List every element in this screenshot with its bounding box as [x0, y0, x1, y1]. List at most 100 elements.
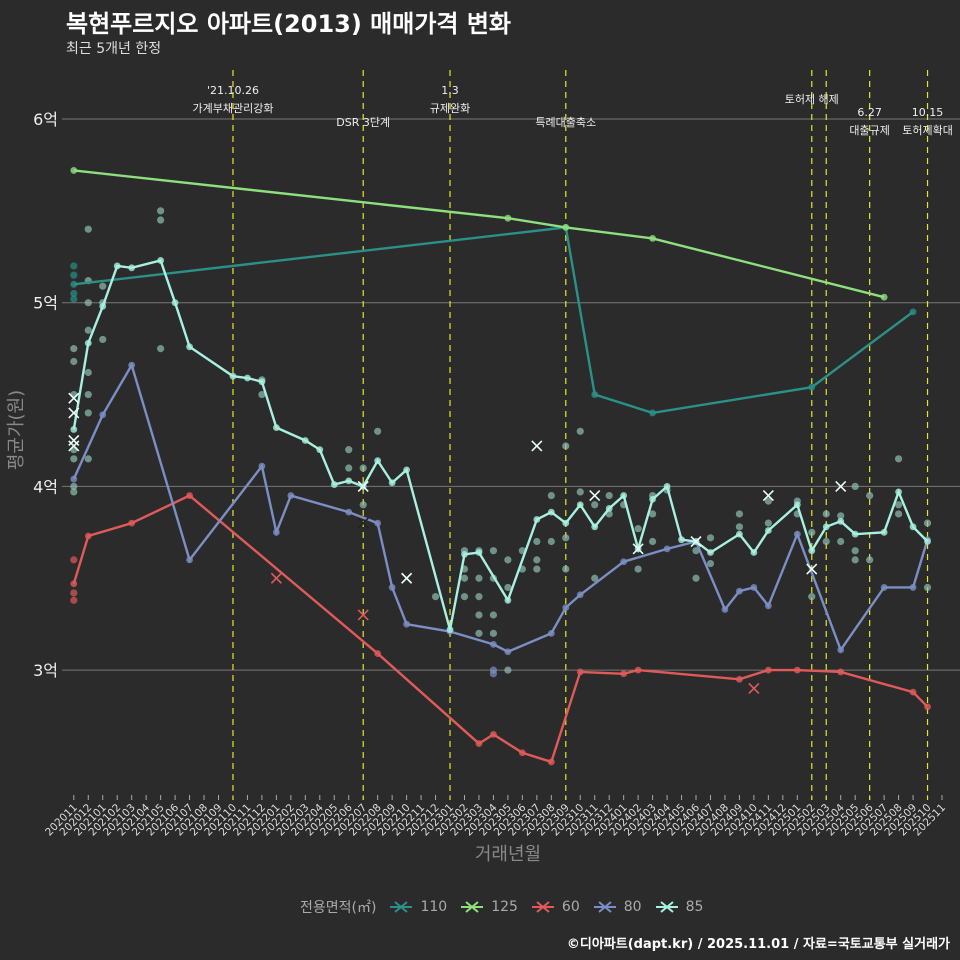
series-point-60: [736, 675, 743, 683]
cancelled-marker-x-icon: [531, 440, 543, 452]
cancelled-marker-x-icon: [68, 407, 80, 419]
chart-title: 복현푸르지오 아파트(2013) 매매가격 변화: [66, 10, 511, 38]
series-point-125: [70, 167, 78, 174]
series-point-60: [374, 650, 382, 657]
series-point-80: [504, 648, 512, 656]
event-label: 1.3: [441, 84, 459, 97]
transaction-point: [894, 510, 903, 518]
series-point-85: [301, 437, 309, 444]
legend-item-125: 125: [459, 899, 518, 915]
event-label: '21.10.26: [207, 84, 259, 97]
y-tick-label: 4억: [33, 477, 58, 496]
transaction-point: [489, 629, 498, 637]
transaction-point: [894, 501, 903, 509]
transaction-point: [84, 368, 92, 377]
cancelled-marker-x-icon: [401, 572, 413, 584]
series-point-110: [909, 308, 917, 316]
series-point-60: [490, 730, 497, 738]
series-point-85: [605, 505, 613, 512]
legend-item-110: 110: [388, 899, 447, 915]
series-point-85: [504, 596, 512, 604]
transaction-point: [591, 501, 599, 509]
series-point-80: [128, 361, 136, 369]
transaction-point: [692, 547, 700, 555]
series-line-110: [73, 226, 914, 415]
cancelled-marker-x-icon: [748, 682, 760, 695]
series-point-85: [229, 372, 237, 380]
series-point-125: [880, 293, 888, 301]
transaction-point: [489, 547, 498, 555]
source-credit: ©디아파트(dapt.kr) / 2025.11.01 / 자료=국토교통부 실…: [566, 937, 950, 952]
transaction-point: [649, 510, 657, 518]
series-point-80: [576, 591, 584, 599]
series-point-110: [591, 391, 599, 398]
series-point-80: [186, 556, 193, 564]
cancelled-marker-x-icon: [589, 490, 601, 502]
transaction-point: [533, 565, 541, 573]
cancelled-marker-x-icon: [357, 609, 369, 621]
transaction-point: [475, 629, 483, 637]
series-point-85: [649, 495, 656, 503]
transaction-point: [605, 491, 613, 500]
chart-subtitle: 최근 5개년 한정: [66, 41, 162, 57]
event-label: 규제완화: [430, 102, 470, 115]
series-point-60: [620, 670, 628, 678]
cancelled-marker-x-icon: [68, 440, 80, 452]
transaction-point: [808, 593, 816, 601]
series-point-85: [880, 528, 888, 536]
cancelled-marker-x-icon: [68, 434, 80, 447]
transaction-point: [706, 559, 715, 568]
transaction-point: [851, 556, 859, 564]
transaction-point: [84, 299, 92, 307]
series-point-80: [388, 584, 396, 591]
legend-key-icon: [461, 901, 484, 913]
transaction-point: [692, 574, 700, 582]
transaction-point: [576, 488, 584, 496]
series-point-85: [272, 424, 280, 432]
transaction-point: [562, 442, 570, 450]
series-point-80: [764, 602, 772, 610]
series-point-85: [171, 299, 179, 307]
series-point-85: [475, 549, 483, 556]
series-point-110: [808, 383, 816, 391]
series-point-80: [793, 530, 801, 538]
transaction-point: [258, 390, 266, 399]
transaction-point: [475, 574, 483, 582]
series-point-80: [345, 508, 353, 516]
series-point-85: [258, 378, 266, 386]
transaction-point: [533, 556, 541, 564]
event-label: 가계부채관리강화: [192, 102, 273, 115]
series-line-85: [72, 259, 929, 631]
transaction-point: [475, 611, 483, 619]
event-label: 6.27: [857, 106, 882, 119]
series-point-125: [562, 223, 570, 231]
transaction-point: [374, 427, 382, 435]
transaction-point: [837, 537, 845, 546]
event-label: DSR 3단계: [336, 116, 390, 129]
series-line-125: [73, 169, 885, 299]
transaction-point: [157, 216, 165, 224]
series-point-80: [663, 545, 671, 553]
transaction-point: [489, 666, 498, 674]
series-point-110: [70, 280, 78, 288]
transaction-point: [894, 455, 903, 463]
transaction-point: [851, 547, 859, 555]
series-point-80: [837, 646, 845, 654]
transaction-point: [70, 455, 78, 463]
transaction-point: [84, 326, 92, 334]
transaction-point: [735, 510, 744, 518]
series-line-60: [72, 494, 929, 764]
transaction-point: [837, 512, 845, 520]
transaction-point: [84, 225, 92, 233]
series-point-60: [475, 740, 483, 747]
transaction-point: [923, 583, 932, 592]
transaction-point: [866, 556, 874, 564]
legend-label: 85: [685, 899, 704, 915]
transaction-point: [70, 446, 78, 454]
y-tick-label: 5억: [33, 294, 58, 313]
transaction-point: [157, 207, 165, 215]
series-point-80: [287, 492, 295, 499]
transaction-point: [84, 455, 92, 463]
transaction-point: [70, 596, 78, 604]
